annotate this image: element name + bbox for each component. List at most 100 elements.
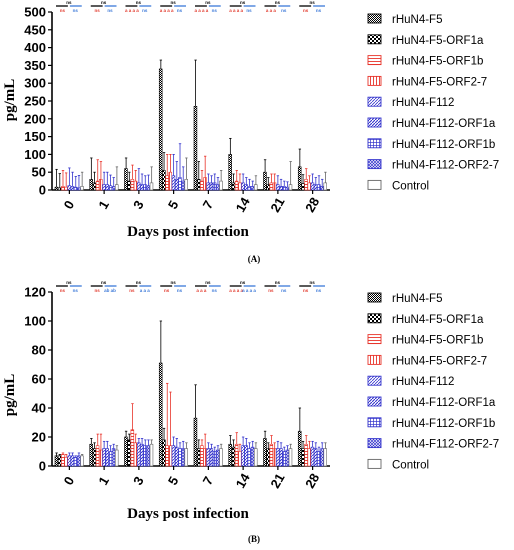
legend-label: rHuN4-F112-ORF2-7 [392,160,499,172]
legend-swatch [367,354,382,365]
y-tick-label: 60 [32,372,46,387]
sig-label: ns [205,280,211,285]
sig-label-blue: ns [73,8,79,13]
bar [231,446,236,467]
bar [206,182,210,191]
sig-label-blue: ns [246,8,252,13]
panel-label-b: (B) [248,534,260,544]
bar [263,171,267,191]
legend-item: rHuN4-F112 [367,375,454,388]
legend-swatch [367,458,382,469]
sig-label-blue: ns [316,288,322,293]
bar [272,182,277,191]
bar [146,445,151,467]
x-axis-label-a: Days post infection [127,224,249,240]
sig-label-blue: a a a a [242,288,256,293]
bar [89,179,93,191]
legend-item: rHuN4-F112-ORF2-7 [367,159,499,172]
bar [238,182,242,191]
bar [165,445,169,467]
sig-label-blue: ns [316,8,322,13]
bar [285,449,290,467]
bar [254,184,258,191]
sig-label-red: a a a a [160,8,174,13]
bar [206,448,210,467]
bar [136,442,141,467]
y-tick-label: 450 [24,22,46,37]
bar [196,179,201,191]
bar [238,451,242,467]
legend-swatch [367,396,382,407]
legend-item: Control [367,458,429,471]
bar [219,180,223,191]
bar [171,175,176,191]
bar [196,448,201,467]
legend-swatch [367,313,382,324]
sig-label-blue: ns [107,8,113,13]
legend-label: rHuN4-F5-ORF1a [392,35,484,47]
legend-b: rHuN4-F5 rHuN4-F5-ORF1a rHuN4-F5-ORF1b rHuN… [367,292,499,471]
legend-swatch [367,417,382,428]
bar [193,106,198,191]
bar [80,455,84,467]
sig-label-red: a a a a [229,288,243,293]
sig-label-blue: ns [177,288,183,293]
bar [64,456,68,467]
sig-label-blue: a a a [140,288,151,293]
y-tick-label: 400 [24,40,46,55]
sig-label: ns [170,280,176,285]
sig-label: ns [205,0,211,5]
bar [216,184,220,191]
bar [212,182,217,191]
sig-label: ns [240,280,246,285]
x-tick-label: 0 [61,198,78,212]
y-tick-label: 150 [24,129,46,144]
bar [266,448,270,467]
legend-item: rHuN4-F5-ORF1b [367,334,483,347]
legend-swatch [367,96,382,107]
bar [184,448,189,467]
legend-label: rHuN4-F5-ORF1b [392,335,483,347]
bar [320,186,324,191]
legend-item: rHuN4-F112-ORF1b [367,138,495,151]
sig-label: ns [101,280,107,285]
bar [127,180,131,191]
bar [64,186,68,191]
bar [200,180,204,191]
legend-item: rHuN4-F112-ORF2-7 [367,438,499,451]
legend-item: rHuN4-F5 [367,292,442,305]
bar [136,182,141,191]
bar [275,184,280,191]
x-tick-label: 7 [200,198,217,212]
bar [209,182,214,191]
bar [247,186,252,191]
bar [143,184,147,191]
bar [219,448,223,467]
bar [140,443,144,467]
bar [165,175,169,191]
sig-label-red: a a a [266,8,277,13]
legend-item: rHuN4-F5-ORF1b [367,55,483,68]
bar [168,171,173,191]
bar [174,446,179,467]
y-tick-label: 250 [24,94,46,109]
bar [111,448,116,467]
sig-label-red: ns [60,8,66,13]
bar [320,448,324,467]
y-tick-label: 200 [24,111,46,126]
sig-label-red: ns [60,288,66,293]
x-tick-label: 0 [61,474,78,488]
bar [234,180,239,191]
sig-label-red: a a a a [125,8,139,13]
sig-label: ns [309,280,315,285]
legend-item: rHuN4-F5-ORF1a [367,34,484,47]
bar [307,182,312,191]
legend-swatch [367,438,382,449]
sig-label: ns [136,0,142,5]
x-tick-label: 1 [95,474,112,488]
bar [323,182,327,191]
x-tick-label: 3 [130,198,147,212]
